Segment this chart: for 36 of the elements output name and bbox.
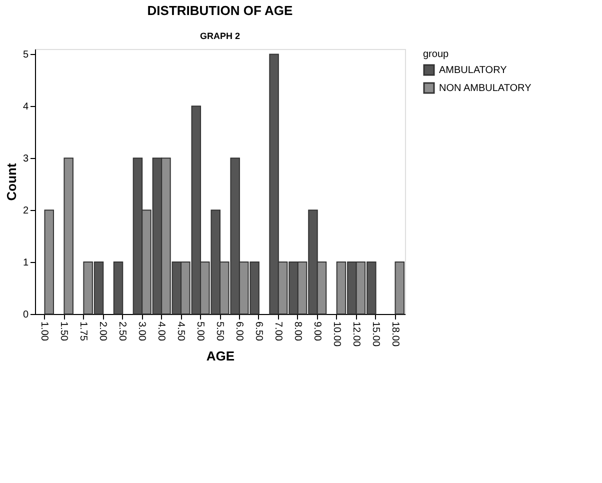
x-tick-label: 10.00 <box>330 322 342 347</box>
x-tick-label: 1.75 <box>78 322 89 342</box>
x-tick-label: 8.00 <box>292 322 303 342</box>
x-tick-label: 5.00 <box>194 322 206 342</box>
x-tick-label: 1.00 <box>38 322 50 342</box>
x-tick-label: 9.00 <box>311 322 322 342</box>
y-tick-label: 3 <box>22 154 29 165</box>
bar <box>394 262 405 314</box>
x-tick-label: 2.50 <box>116 322 128 342</box>
x-tick-label: 1.50 <box>58 322 70 342</box>
x-tick-label: 15.00 <box>370 322 381 347</box>
y-axis-title: Count <box>4 162 19 201</box>
x-tick-label: 2.00 <box>97 322 108 342</box>
legend-label: AMBULATORY <box>439 65 508 76</box>
y-tick-label: 1 <box>22 258 29 269</box>
chart-title: DISTRIBUTION OF AGE <box>147 3 294 18</box>
x-tick-label: 4.50 <box>175 322 186 342</box>
x-tick-label: 18.00 <box>389 322 400 347</box>
x-tick-label: 4.00 <box>156 322 167 342</box>
x-axis-title: AGE <box>206 348 235 364</box>
bar <box>113 262 124 314</box>
x-tick-label: 5.50 <box>214 322 225 342</box>
x-tick-label: 7.00 <box>272 322 284 342</box>
legend-title: group <box>423 49 450 60</box>
chart-subtitle: GRAPH 2 <box>200 31 240 41</box>
x-tick-label: 6.00 <box>233 322 244 342</box>
bar <box>44 210 54 314</box>
y-tick-label: 5 <box>22 50 29 61</box>
legend-label: NON AMBULATORY <box>439 83 532 94</box>
x-tick-label: 12.00 <box>350 322 362 347</box>
y-tick-label: 2 <box>22 206 29 217</box>
y-tick-label: 4 <box>22 102 29 113</box>
x-tick-label: 3.00 <box>136 322 148 342</box>
x-tick-label: 6.50 <box>252 322 264 342</box>
bar <box>64 158 74 314</box>
y-tick-label: 0 <box>22 310 29 320</box>
